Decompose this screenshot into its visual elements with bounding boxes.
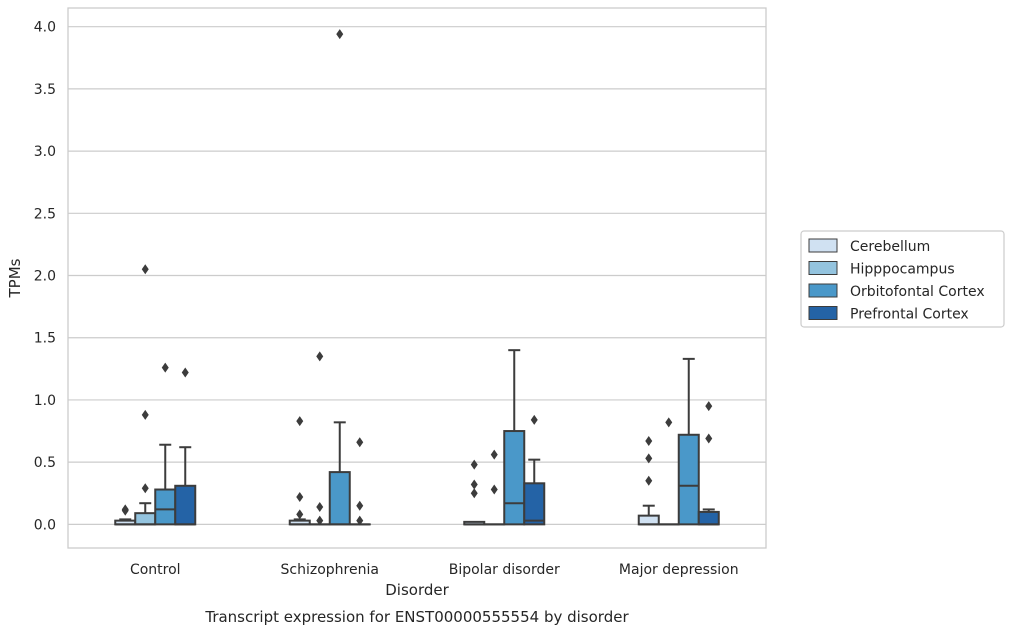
- y-tick-labels: 0.0 0.5 1.0 1.5 2.0 2.5 3.0 3.5 4.0: [34, 20, 56, 534]
- outlier-point: [161, 362, 169, 373]
- legend-swatch: [808, 306, 838, 320]
- legend-swatch: [808, 261, 838, 275]
- box-3-1: [657, 417, 680, 526]
- legend-item: Cerebellum: [808, 238, 930, 255]
- x-axis-title: Disorder: [385, 581, 449, 599]
- outlier-point: [645, 475, 653, 486]
- plot-frame: [67, 7, 767, 549]
- box-2-1: [483, 449, 506, 526]
- box-2-3: [523, 414, 546, 526]
- grid-lines: [68, 26, 766, 525]
- y-tick-label: 2.5: [34, 206, 56, 222]
- outlier-point: [356, 500, 364, 511]
- outlier-point: [470, 459, 478, 470]
- outlier-point: [356, 437, 364, 448]
- outlier-point: [470, 479, 478, 490]
- outlier-point: [296, 509, 304, 520]
- outlier-point: [705, 401, 713, 412]
- outlier-point: [665, 417, 673, 428]
- box-2-0: [463, 459, 486, 526]
- y-tick-label: 0.0: [34, 517, 56, 533]
- box: [677, 433, 700, 526]
- box-0-3: [174, 367, 197, 526]
- box: [637, 514, 660, 526]
- outlier-point: [296, 491, 304, 502]
- outlier-point: [121, 505, 129, 516]
- legend-label: Hipppocampus: [850, 262, 955, 278]
- legend-label: Cerebellum: [850, 239, 930, 255]
- y-tick-label: 4.0: [34, 20, 56, 36]
- legend: Cerebellum Hipppocampus Orbitofontal Corte…: [800, 230, 1005, 328]
- y-tick-label: 2.0: [34, 269, 56, 285]
- box: [174, 484, 197, 526]
- box-3-3: [697, 401, 720, 526]
- legend-item: Orbitofontal Cortex: [808, 283, 985, 300]
- box: [697, 510, 720, 526]
- box: [503, 430, 526, 526]
- legend-label: Orbitofontal Cortex: [850, 284, 985, 300]
- outlier-point: [705, 433, 713, 444]
- box-1-3: [348, 437, 371, 526]
- y-tick-label: 3.5: [34, 82, 56, 98]
- outlier-point: [336, 29, 344, 40]
- box-2-2: [503, 349, 526, 526]
- y-tick-label: 1.0: [34, 393, 56, 409]
- legend-frame: [800, 230, 1005, 328]
- outlier-point: [530, 414, 538, 425]
- chart-caption: Transcript expression for ENST0000055555…: [204, 608, 629, 626]
- box-3-2: [677, 357, 700, 526]
- legend-swatch: [808, 238, 838, 253]
- box-1-2: [328, 29, 351, 526]
- legend-item: Hipppocampus: [808, 261, 955, 278]
- box-1-0: [288, 416, 311, 526]
- outlier-point: [645, 453, 653, 464]
- box-plot-marks: [114, 29, 720, 526]
- legend-swatch: [808, 283, 838, 298]
- box-3-0: [637, 435, 660, 526]
- legend-item: Prefrontal Cortex: [808, 306, 969, 323]
- box-0-2: [154, 362, 177, 526]
- box-0-0: [114, 504, 137, 526]
- x-tick-label: Control: [130, 562, 181, 578]
- box: [328, 471, 351, 526]
- outlier-point: [316, 515, 324, 526]
- outlier-point: [181, 367, 189, 378]
- outlier-point: [316, 351, 324, 362]
- box-1-1: [308, 351, 331, 526]
- box-0-1: [134, 264, 157, 526]
- outlier-point: [296, 416, 304, 427]
- outlier-point: [141, 264, 149, 275]
- legend-label: Prefrontal Cortex: [850, 307, 969, 323]
- x-tick-labels: Control Schizophrenia Bipolar disorder Majo…: [130, 562, 739, 578]
- y-tick-label: 3.0: [34, 144, 56, 160]
- outlier-point: [490, 484, 498, 495]
- outlier-point: [316, 501, 324, 512]
- y-tick-label: 1.5: [34, 331, 56, 347]
- x-tick-label: Major depression: [619, 562, 739, 578]
- x-tick-label: Schizophrenia: [281, 562, 379, 578]
- box: [154, 488, 177, 526]
- box: [134, 512, 157, 526]
- y-axis-title: TPMs: [6, 258, 24, 298]
- x-tick-label: Bipolar disorder: [449, 562, 560, 578]
- outlier-point: [141, 409, 149, 420]
- outlier-point: [645, 435, 653, 446]
- outlier-point: [141, 483, 149, 494]
- outlier-point: [470, 488, 478, 499]
- outlier-point: [490, 449, 498, 460]
- y-tick-label: 0.5: [34, 455, 56, 471]
- box: [523, 482, 546, 526]
- outlier-point: [356, 515, 364, 526]
